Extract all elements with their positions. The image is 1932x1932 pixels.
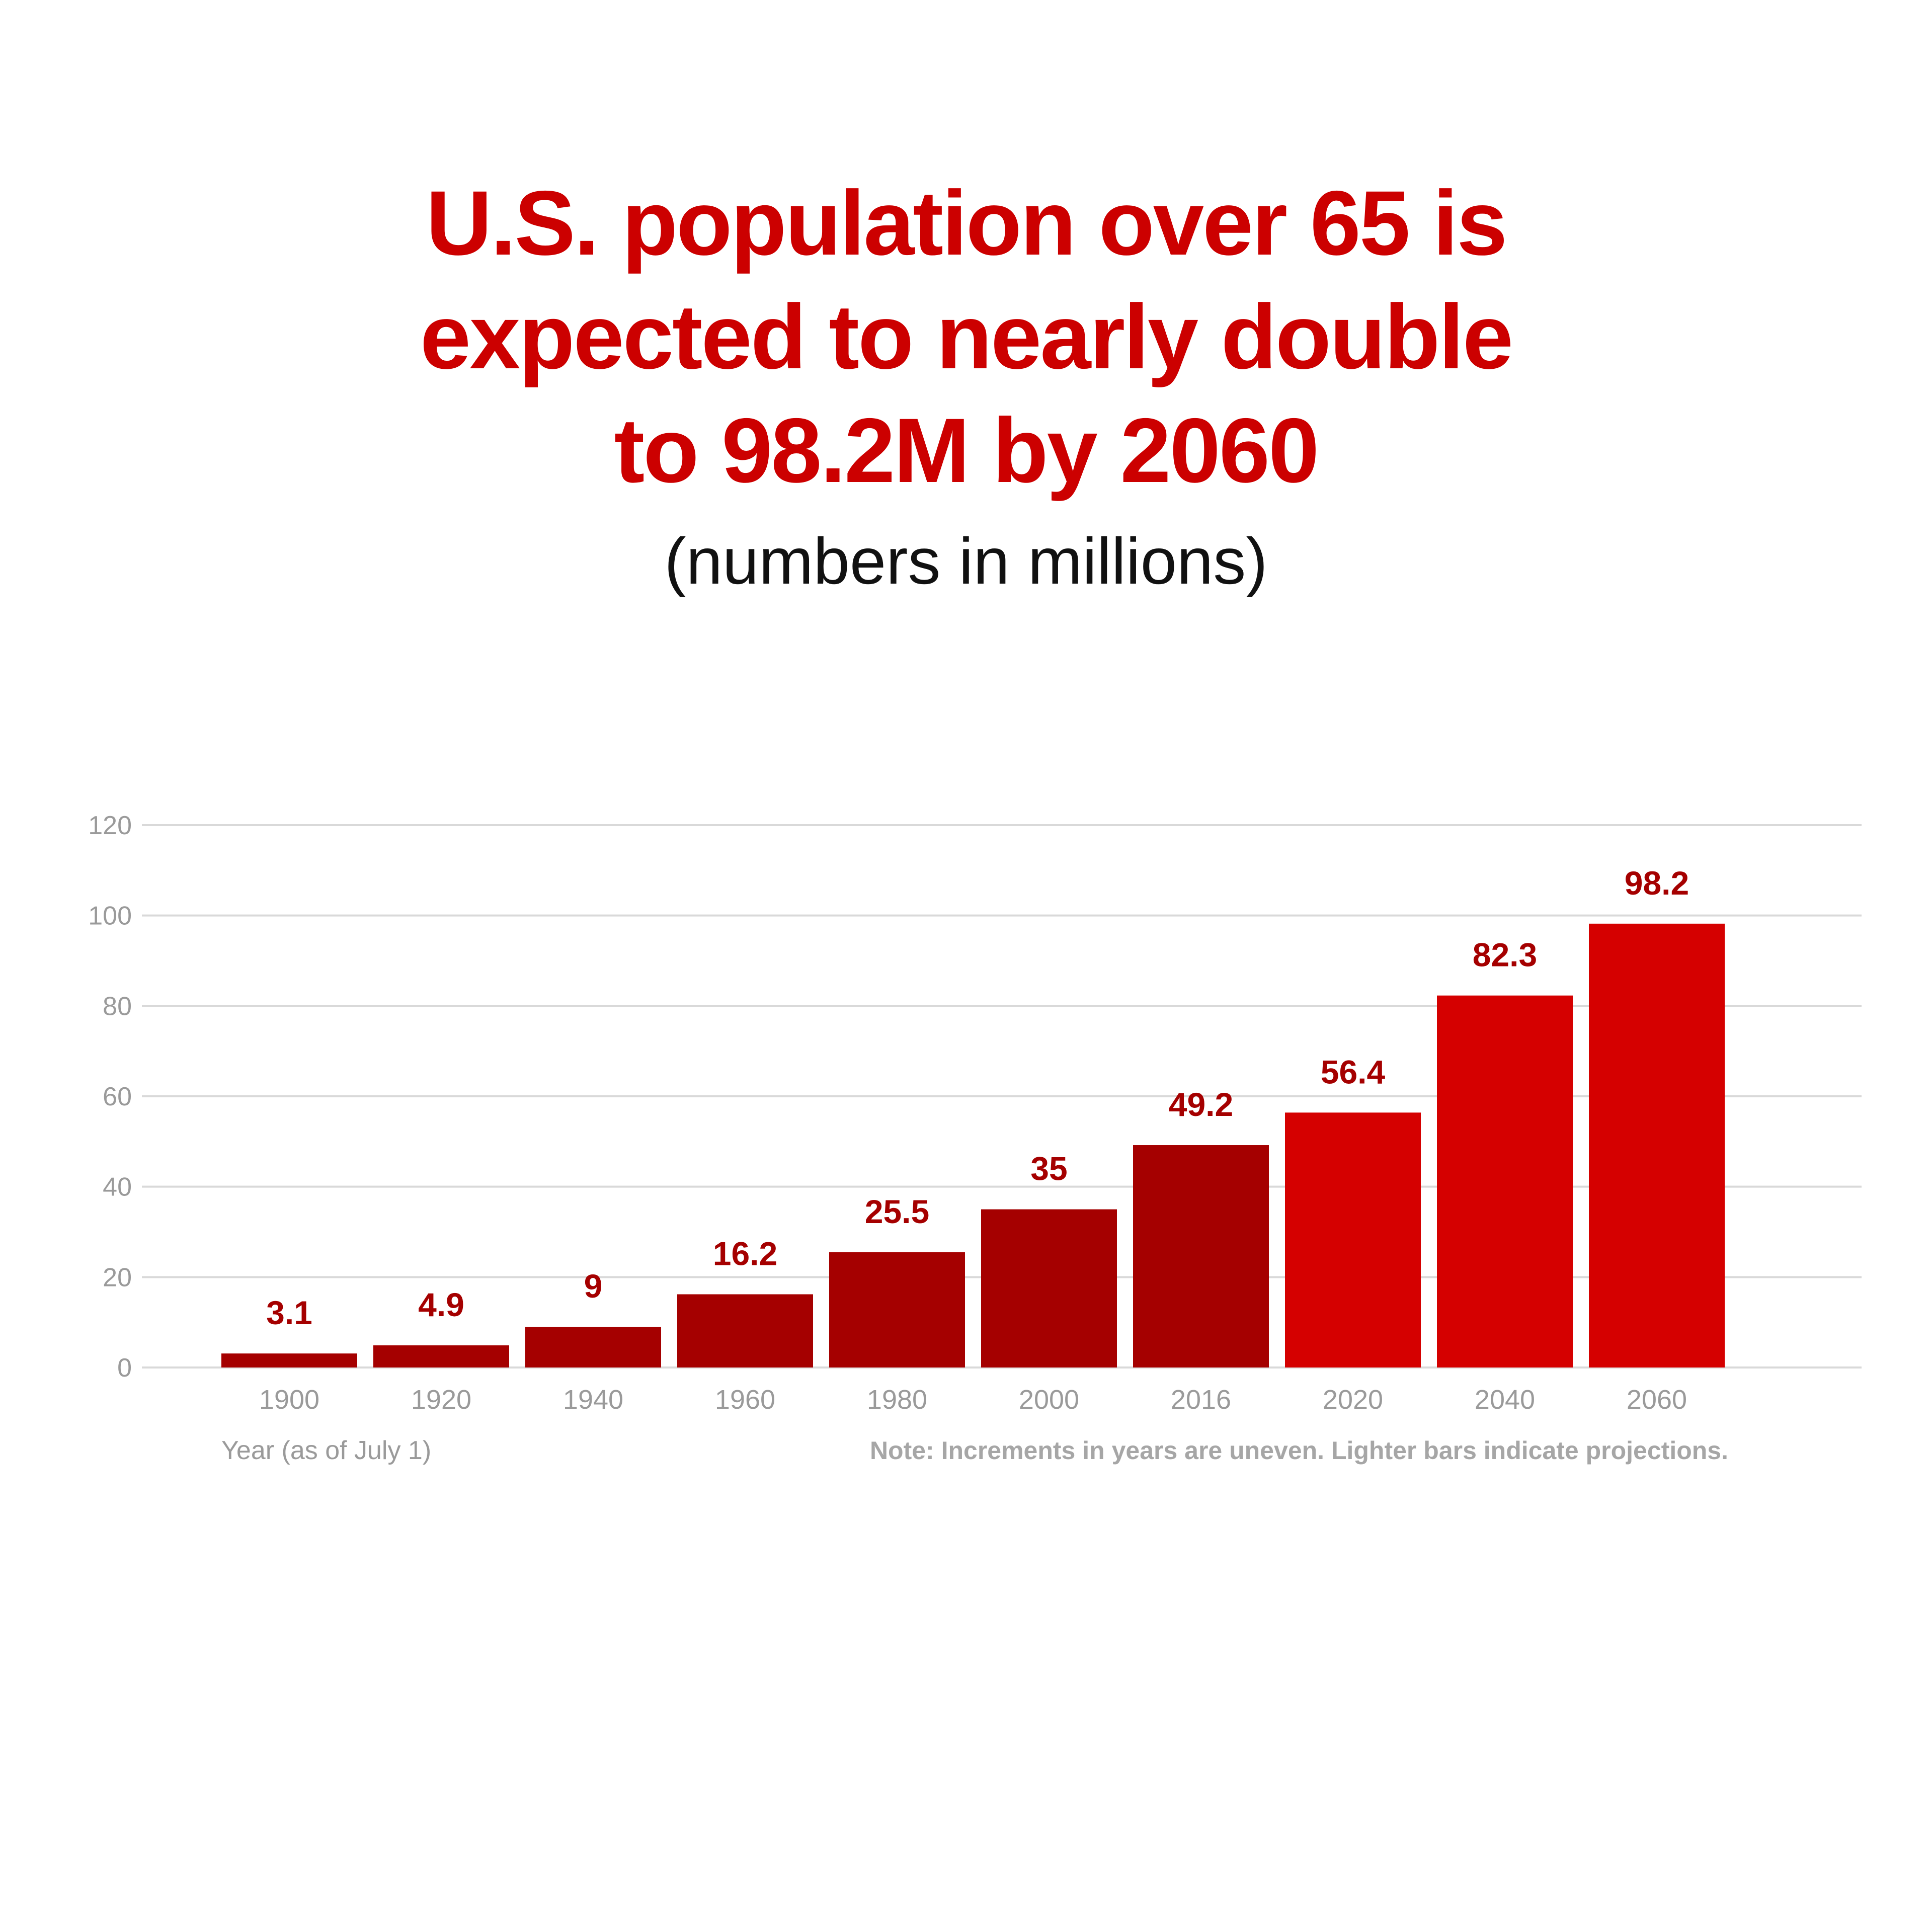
x-tick-label: 1980 [867, 1385, 927, 1415]
x-tick-label: 2040 [1475, 1385, 1535, 1415]
bar [221, 1353, 357, 1367]
bar [1133, 1145, 1269, 1367]
bar [981, 1209, 1117, 1367]
y-tick-label: 120 [88, 811, 132, 840]
data-label: 35 [1030, 1150, 1067, 1187]
bar [525, 1327, 661, 1367]
data-label: 98.2 [1625, 864, 1689, 902]
x-tick-label: 1920 [411, 1385, 471, 1415]
data-label: 4.9 [418, 1286, 464, 1323]
x-tick-label: 1940 [563, 1385, 623, 1415]
x-tick-label: 1960 [715, 1385, 775, 1415]
x-tick-label: 2060 [1627, 1385, 1687, 1415]
chart-note: Note: Increments in years are uneven. Li… [870, 1436, 1728, 1465]
x-tick-label: 2020 [1323, 1385, 1383, 1415]
bar [1285, 1112, 1421, 1367]
data-label: 3.1 [266, 1294, 312, 1331]
bar [1589, 923, 1725, 1367]
chart-title: U.S. population over 65 is expected to n… [0, 166, 1932, 507]
x-tick-label: 2016 [1171, 1385, 1231, 1415]
y-tick-label: 100 [88, 902, 132, 931]
y-tick-label: 40 [103, 1173, 132, 1202]
chart-subtitle: (numbers in millions) [664, 524, 1268, 598]
y-tick-label: 20 [103, 1263, 132, 1292]
x-tick-label: 1900 [259, 1385, 319, 1415]
data-label: 56.4 [1321, 1053, 1386, 1090]
data-label: 49.2 [1169, 1086, 1233, 1123]
y-tick-label: 0 [117, 1353, 132, 1383]
y-tick-label: 60 [103, 1082, 132, 1111]
data-label: 25.5 [865, 1193, 929, 1230]
x-tick-label: 2000 [1019, 1385, 1079, 1415]
bar [373, 1345, 509, 1367]
x-axis-title: Year (as of July 1) [221, 1436, 431, 1465]
bar [829, 1252, 965, 1367]
bar [677, 1294, 813, 1367]
data-label: 82.3 [1473, 936, 1537, 974]
bar [1437, 995, 1573, 1367]
y-tick-label: 80 [103, 992, 132, 1021]
data-label: 9 [584, 1267, 603, 1305]
chart-title-line-1: U.S. population over 65 is [426, 172, 1508, 274]
data-label: 16.2 [713, 1235, 777, 1272]
chart-title-line-2: expected to nearly double [420, 285, 1513, 388]
chart-title-line-3: to 98.2M by 2060 [614, 399, 1320, 502]
